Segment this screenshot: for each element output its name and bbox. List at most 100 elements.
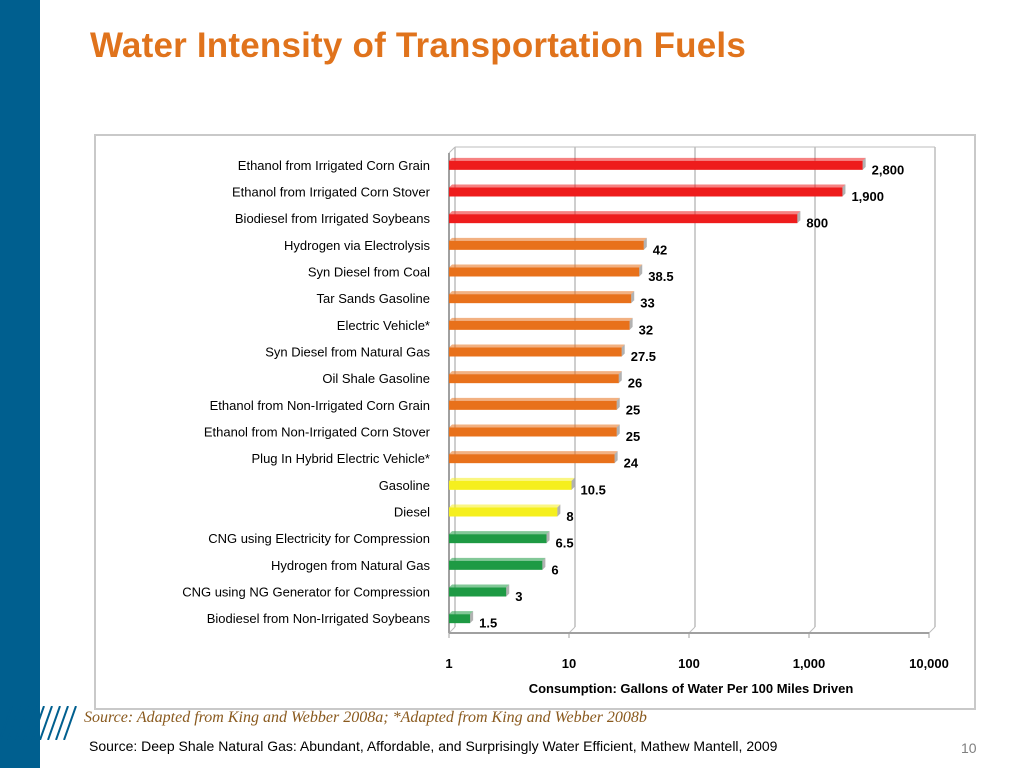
bar-top bbox=[449, 611, 474, 615]
plot-corner-edge bbox=[448, 146, 456, 154]
category-label: Biodiesel from Non-Irrigated Soybeans bbox=[207, 611, 431, 626]
bar bbox=[449, 214, 798, 224]
bar bbox=[449, 267, 640, 277]
diagonal-stripes-decoration bbox=[0, 706, 77, 740]
bar-side bbox=[862, 157, 866, 170]
category-label: Syn Diesel from Coal bbox=[308, 265, 430, 280]
bar-side bbox=[542, 557, 546, 570]
bar-top bbox=[449, 157, 866, 161]
category-label: Biodiesel from Irrigated Soybeans bbox=[235, 211, 431, 226]
category-label: Electric Vehicle* bbox=[337, 318, 430, 333]
page-number: 10 bbox=[961, 740, 977, 756]
value-label: 27.5 bbox=[631, 349, 656, 364]
bar-top bbox=[449, 211, 801, 215]
category-label: Oil Shale Gasoline bbox=[322, 371, 430, 386]
bar-top bbox=[449, 184, 846, 188]
x-tick-label: 10,000 bbox=[909, 656, 949, 671]
category-label: CNG using NG Generator for Compression bbox=[182, 585, 430, 600]
bar bbox=[449, 507, 558, 517]
category-label: Tar Sands Gasoline bbox=[317, 291, 430, 306]
bar bbox=[449, 427, 617, 437]
value-label: 6 bbox=[551, 562, 558, 577]
bar-side bbox=[614, 451, 618, 464]
x-tick-label: 100 bbox=[678, 656, 700, 671]
value-label: 800 bbox=[806, 216, 828, 231]
bar bbox=[449, 587, 507, 597]
x-axis-title: Consumption: Gallons of Water Per 100 Mi… bbox=[529, 681, 854, 696]
value-label: 32 bbox=[639, 322, 653, 337]
bar-side bbox=[631, 291, 635, 304]
bar-top bbox=[449, 424, 620, 428]
chart-source-note: Source: Adapted from King and Webber 200… bbox=[84, 709, 647, 726]
bar bbox=[449, 240, 644, 250]
bar bbox=[449, 480, 572, 490]
bar-top bbox=[449, 557, 546, 561]
bar bbox=[449, 534, 547, 544]
bar-top bbox=[449, 451, 618, 455]
value-label: 2,800 bbox=[872, 162, 905, 177]
category-label: Ethanol from Irrigated Corn Grain bbox=[238, 158, 430, 173]
category-label: Ethanol from Non-Irrigated Corn Stover bbox=[204, 425, 431, 440]
x-tick-label: 1 bbox=[445, 656, 452, 671]
chart-frame bbox=[94, 134, 976, 710]
bar-top bbox=[449, 477, 575, 481]
bar-side bbox=[618, 371, 622, 384]
category-label: CNG using Electricity for Compression bbox=[208, 531, 430, 546]
bar-top bbox=[449, 264, 643, 268]
bar-top bbox=[449, 584, 510, 588]
bar bbox=[449, 347, 622, 357]
gridline-floor bbox=[928, 626, 936, 634]
bar-top bbox=[449, 531, 550, 535]
bar-side bbox=[546, 531, 550, 544]
bar-side bbox=[571, 477, 575, 490]
bar bbox=[449, 560, 543, 570]
category-label: Gasoline bbox=[379, 478, 430, 493]
x-tick-label: 10 bbox=[562, 656, 576, 671]
bar bbox=[449, 400, 617, 410]
bar bbox=[449, 187, 843, 197]
footer-source: Source: Deep Shale Natural Gas: Abundant… bbox=[89, 738, 778, 754]
bar bbox=[449, 454, 615, 464]
left-accent-bar bbox=[0, 0, 40, 768]
bar-side bbox=[506, 584, 510, 597]
bar bbox=[449, 294, 632, 304]
bar-top bbox=[449, 397, 620, 401]
bar-side bbox=[639, 264, 643, 277]
bar-side bbox=[557, 504, 561, 517]
value-label: 1,900 bbox=[851, 189, 884, 204]
slide-title: Water Intensity of Transportation Fuels bbox=[90, 26, 747, 65]
category-label: Syn Diesel from Natural Gas bbox=[265, 345, 430, 360]
bar bbox=[449, 374, 619, 384]
value-label: 3 bbox=[515, 589, 522, 604]
bar-top bbox=[449, 317, 633, 321]
bar-top bbox=[449, 344, 625, 348]
value-label: 10.5 bbox=[581, 482, 606, 497]
bar-side bbox=[621, 344, 625, 357]
value-label: 42 bbox=[653, 242, 667, 257]
value-label: 38.5 bbox=[648, 269, 673, 284]
bar-top bbox=[449, 504, 561, 508]
value-label: 25 bbox=[626, 402, 640, 417]
bar bbox=[449, 160, 863, 170]
x-tick-label: 1,000 bbox=[793, 656, 826, 671]
bar-side bbox=[797, 211, 801, 224]
value-label: 24 bbox=[624, 456, 639, 471]
bar-top bbox=[449, 291, 635, 295]
bar bbox=[449, 614, 471, 624]
value-label: 33 bbox=[640, 296, 654, 311]
bar-side bbox=[470, 611, 474, 624]
category-label: Diesel bbox=[394, 505, 430, 520]
bar-side bbox=[616, 397, 620, 410]
bar-top bbox=[449, 237, 647, 241]
value-label: 6.5 bbox=[556, 536, 574, 551]
category-label: Ethanol from Non-Irrigated Corn Grain bbox=[210, 398, 430, 413]
category-label: Hydrogen via Electrolysis bbox=[284, 238, 430, 253]
bar-top bbox=[449, 371, 622, 375]
category-label: Ethanol from Irrigated Corn Stover bbox=[232, 185, 431, 200]
value-label: 1.5 bbox=[479, 616, 497, 631]
bar bbox=[449, 320, 630, 330]
bar-side bbox=[616, 424, 620, 437]
value-label: 8 bbox=[566, 509, 573, 524]
value-label: 26 bbox=[628, 376, 642, 391]
